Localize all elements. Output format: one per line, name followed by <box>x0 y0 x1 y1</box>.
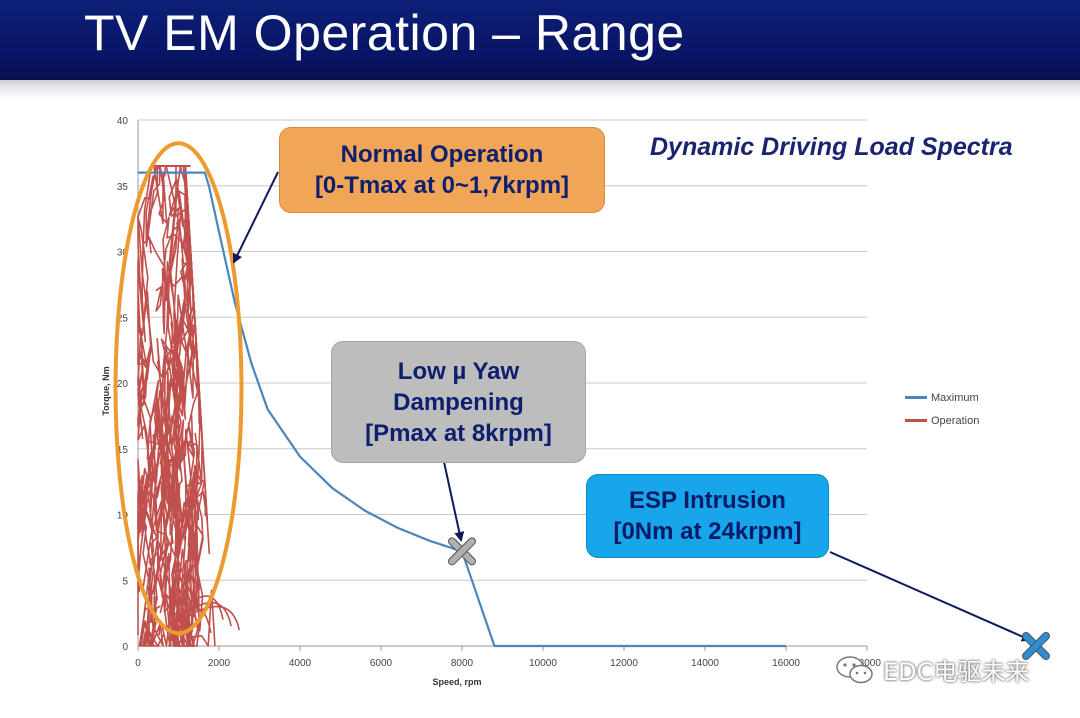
normal-operation-callout: Normal Operation [0-Tmax at 0~1,7krpm] <box>279 127 605 213</box>
x-tick-label-16000: 16000 <box>772 658 800 669</box>
slide-title: TV EM Operation – Range <box>84 5 685 61</box>
x-tick-label-10000: 10000 <box>529 658 557 669</box>
esp-intrusion-range: [0Nm at 24krpm] <box>613 518 802 545</box>
x-tick-label-12000: 12000 <box>610 658 638 669</box>
legend-swatch-operation <box>905 419 927 422</box>
operation-trace <box>174 275 195 410</box>
y-axis-label: Torque, Nm <box>101 366 111 415</box>
watermark: EDC电驱未来 <box>835 652 1029 687</box>
slide-header <box>0 0 1080 80</box>
low-mu-yaw-line1: Low µ Yaw <box>397 357 520 385</box>
legend-label-operation: Operation <box>931 414 980 427</box>
legend-item-maximum: Maximum <box>905 386 979 409</box>
x-tick-label-18000: 18000 <box>853 658 881 669</box>
esp-intrusion-title: ESP Intrusion <box>629 487 786 514</box>
operation-trace <box>145 165 184 536</box>
low-mu-yaw-callout: Low µ Yaw Dampening [Pmax at 8krpm] <box>331 341 586 463</box>
legend-label-maximum: Maximum <box>931 391 979 404</box>
chart-legend: Maximum Operation <box>905 386 979 432</box>
marker-low-mu-yaw <box>448 537 476 566</box>
x-tick-label-2000: 2000 <box>208 658 231 669</box>
operation-trace <box>149 336 187 562</box>
marker-esp-intrusion <box>1022 632 1050 660</box>
low-mu-yaw-line3: [Pmax at 8krpm] <box>365 419 552 447</box>
operation-tail-trace <box>186 601 232 627</box>
y-tick-label-15: 15 <box>117 445 129 456</box>
operation-trace <box>178 362 204 567</box>
legend-item-operation: Operation <box>905 409 979 432</box>
header-shadow <box>0 80 1080 100</box>
x-tick-label-8000: 8000 <box>451 658 474 669</box>
y-tick-label-25: 25 <box>117 313 129 324</box>
esp-intrusion-callout: ESP Intrusion [0Nm at 24krpm] <box>586 474 829 558</box>
arrow-low-mu-yaw <box>443 461 465 542</box>
normal-operation-range: [0-Tmax at 0~1,7krpm] <box>314 172 570 199</box>
chart-markers <box>448 537 1050 660</box>
maximum-series <box>138 171 786 648</box>
normal-operation-ellipse <box>113 141 244 636</box>
chart-title: Dynamic Driving Load Spectra <box>650 133 1013 161</box>
watermark-text: EDC电驱未来 <box>883 658 1030 686</box>
normal-operation-title: Normal Operation <box>340 141 544 168</box>
y-tick-label-20: 20 <box>117 379 129 390</box>
operation-trace <box>145 567 190 647</box>
y-tick-label-5: 5 <box>122 576 128 587</box>
operation-series <box>137 165 241 647</box>
x-tick-label-14000: 14000 <box>691 658 719 669</box>
operation-trace <box>161 165 193 335</box>
x-tick-label-4000: 4000 <box>289 658 312 669</box>
y-tick-label-40: 40 <box>117 116 129 127</box>
arrow-esp-intrusion <box>829 551 1032 642</box>
operation-trace <box>163 377 187 614</box>
operation-trace <box>137 389 164 647</box>
operation-tail-trace <box>186 605 241 631</box>
x-axis-label: Speed, rpm <box>433 677 482 687</box>
operation-trace <box>175 197 202 412</box>
arrow-normal-operation <box>233 171 279 264</box>
legend-swatch-maximum <box>905 396 927 399</box>
operation-trace <box>161 488 199 647</box>
y-tick-label-0: 0 <box>122 642 128 653</box>
x-tick-label-6000: 6000 <box>370 658 393 669</box>
wechat-icon <box>836 655 873 683</box>
y-tick-label-30: 30 <box>117 248 129 259</box>
x-tick-label-0: 0 <box>135 658 141 669</box>
low-mu-yaw-line2: Dampening <box>393 388 524 416</box>
callout-arrows <box>233 171 1032 642</box>
maximum-curve <box>138 171 786 648</box>
y-tick-label-35: 35 <box>117 182 129 193</box>
